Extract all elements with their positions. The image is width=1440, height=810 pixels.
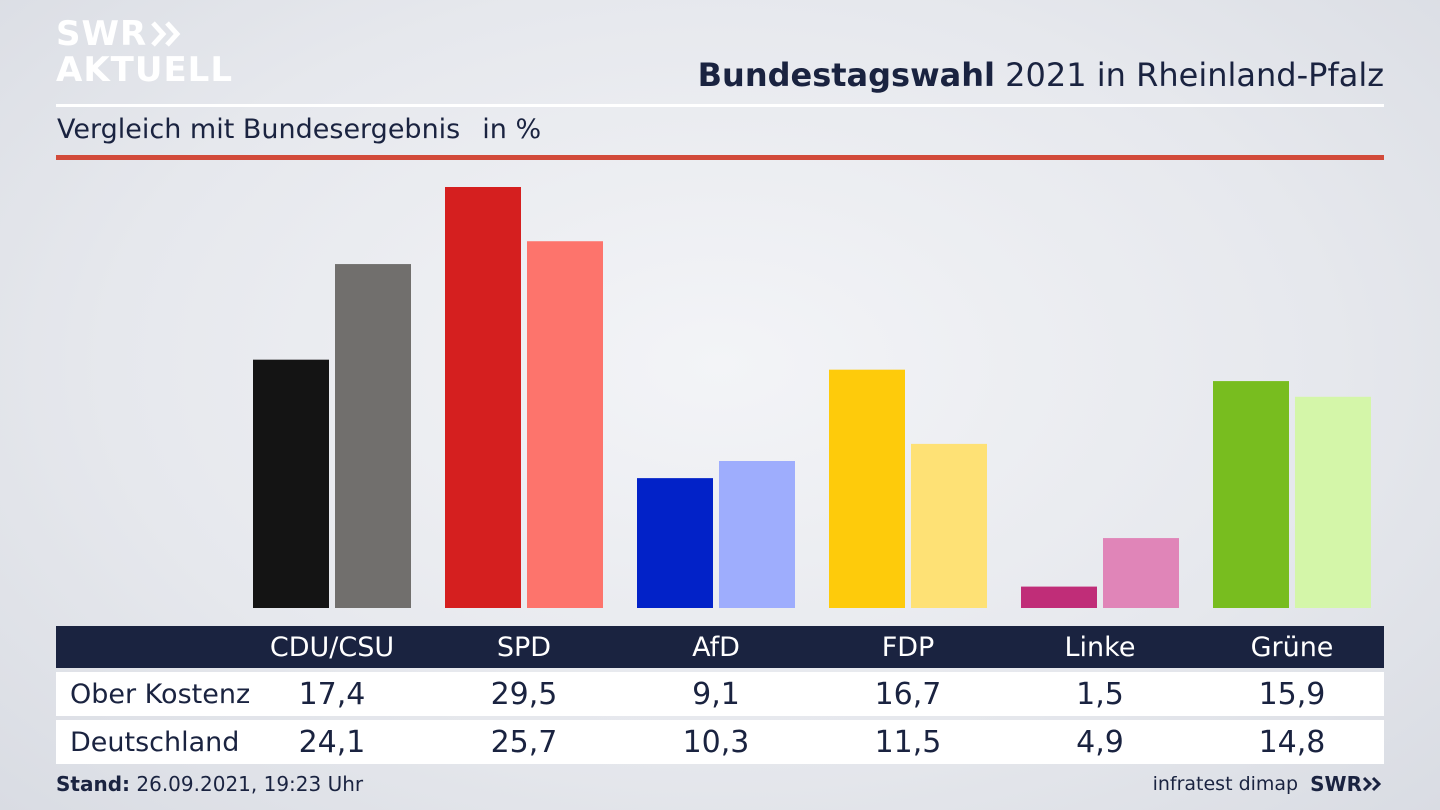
bar-gr-ne-series-1 — [1213, 381, 1289, 608]
source-credit: infratest dimap SWR — [1153, 772, 1384, 796]
timestamp: Stand: 26.09.2021, 19:23 Uhr — [56, 772, 363, 796]
column-header: Grüne — [1250, 631, 1334, 663]
row-label: Ober Kostenz — [70, 678, 251, 710]
column-header: CDU/CSU — [269, 631, 395, 663]
results-table: CDU/CSU SPD AfD FDP Linke Grüne Ober Kostenz 1… — [56, 626, 1384, 764]
title-rest: 2021 in Rheinland-Pfalz — [1005, 56, 1384, 94]
bar-spd-series-1 — [445, 187, 521, 608]
value-cell: 9,1 — [692, 676, 740, 712]
column-header: FDP — [881, 631, 935, 663]
bar-afd-series-1 — [637, 478, 713, 608]
logo-line-2: AKTUELL — [56, 50, 234, 90]
accent-divider — [56, 155, 1384, 160]
header-divider — [56, 104, 1384, 107]
column-header: SPD — [496, 631, 552, 663]
column-header: Linke — [1064, 631, 1136, 663]
value-cell: 11,5 — [874, 724, 942, 760]
subtitle-unit: in % — [482, 114, 542, 145]
value-cell: 10,3 — [682, 724, 750, 760]
footer-brand: SWR — [1310, 772, 1362, 796]
logo-line-1: SWR — [56, 14, 148, 54]
value-cell: 16,7 — [874, 676, 942, 712]
bar-gr-ne-series-2 — [1295, 396, 1371, 608]
bar-cdu-csu-series-2 — [335, 264, 411, 608]
stand-value: 26.09.2021, 19:23 Uhr — [136, 772, 364, 796]
bar-linke-series-2 — [1103, 538, 1179, 608]
bar-spd-series-2 — [527, 241, 603, 608]
chart-subtitle: Vergleich mit Bundesergebnis in % — [57, 114, 541, 145]
value-cell: 24,1 — [298, 724, 366, 760]
page-title: Bundestagswahl 2021 in Rheinland-Pfalz — [698, 56, 1384, 94]
bar-cdu-csu-series-1 — [253, 359, 329, 608]
value-cell: 15,9 — [1258, 676, 1326, 712]
table-row: Ober Kostenz 17,4 29,5 9,1 16,7 1,5 15,9 — [56, 672, 1384, 716]
value-cell: 25,7 — [490, 724, 558, 760]
bar-fdp-series-2 — [911, 443, 987, 608]
swr-aktuell-logo: SWR AKTUELL — [56, 16, 233, 88]
source-text: infratest dimap — [1152, 773, 1299, 795]
table-row: Deutschland 24,1 25,7 10,3 11,5 4,9 14,8 — [56, 720, 1384, 764]
bar-fdp-series-1 — [829, 369, 905, 608]
value-cell: 4,9 — [1076, 724, 1124, 760]
table-header-row: CDU/CSU SPD AfD FDP Linke Grüne — [56, 626, 1384, 668]
footer-chevrons-icon — [1362, 776, 1382, 792]
title-bold: Bundestagswahl — [697, 56, 995, 94]
bar-linke-series-1 — [1021, 586, 1097, 608]
column-header: AfD — [692, 631, 740, 663]
value-cell: 14,8 — [1258, 724, 1326, 760]
value-cell: 1,5 — [1076, 676, 1124, 712]
bar-afd-series-2 — [719, 461, 795, 608]
stand-label: Stand: — [56, 772, 131, 796]
value-cell: 29,5 — [490, 676, 558, 712]
subtitle-text: Vergleich mit Bundesergebnis — [57, 114, 461, 145]
row-label: Deutschland — [70, 726, 240, 758]
chevrons-icon — [151, 21, 181, 47]
value-cell: 17,4 — [298, 676, 366, 712]
